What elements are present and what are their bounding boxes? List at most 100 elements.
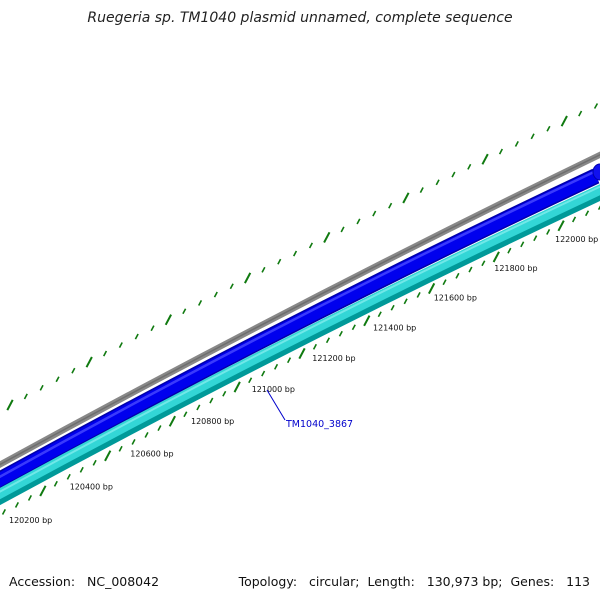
minor-tick (390, 304, 395, 311)
minor-tick (55, 376, 60, 383)
scale-label: 121000 bp (252, 385, 295, 394)
minor-tick (79, 466, 84, 473)
minor-tick (520, 241, 525, 248)
minor-tick (388, 202, 393, 209)
major-tick (233, 381, 241, 393)
accession-value: NC_008042 (87, 574, 160, 589)
gene-label-tm1040-3867[interactable]: TM1040_3867 (285, 419, 353, 430)
major-tick (244, 272, 252, 284)
minor-tick (196, 404, 201, 411)
scale-label: 121600 bp (434, 294, 477, 303)
minor-tick (197, 300, 203, 306)
scale-label: 121200 bp (312, 354, 355, 363)
scale-label: 121800 bp (494, 264, 537, 273)
major-tick (39, 485, 47, 497)
minor-tick (340, 226, 345, 233)
minor-tick (248, 377, 253, 384)
minor-tick (403, 298, 408, 305)
minor-tick (157, 425, 162, 431)
minor-tick (53, 480, 58, 487)
major-tick (481, 153, 489, 165)
minor-tick (546, 229, 551, 235)
forward-strand-track[interactable] (0, 168, 600, 489)
minor-tick (356, 218, 361, 225)
minor-tick (27, 495, 33, 501)
minor-tick (209, 397, 214, 404)
scale-label: 120400 bp (70, 483, 113, 492)
minor-tick (23, 393, 28, 400)
minor-tick (292, 250, 298, 257)
minor-tick (286, 357, 292, 364)
outer-tick-marks (6, 103, 599, 411)
minor-tick (92, 459, 97, 466)
accession-info: Accession: NC_008042 (9, 574, 159, 589)
minor-tick (39, 384, 44, 391)
major-tick (428, 282, 436, 295)
gene-annotation[interactable]: TM1040_3867 (266, 389, 353, 430)
minor-tick (507, 247, 512, 254)
minor-tick (273, 363, 279, 370)
genes-label: Genes: (510, 574, 555, 589)
major-tick (164, 314, 172, 326)
minor-tick (308, 242, 314, 249)
minor-tick (312, 343, 318, 350)
minor-tick (584, 210, 590, 217)
reverse-strand-track[interactable] (0, 182, 600, 506)
major-tick (104, 450, 112, 462)
minor-tick (481, 260, 486, 267)
length-value: 130,973 bp (426, 574, 499, 589)
gene-leader-line (266, 389, 286, 421)
minor-tick (102, 350, 108, 357)
minor-tick (277, 258, 282, 265)
minor-tick (498, 148, 504, 155)
minor-tick (451, 171, 456, 178)
minor-tick (338, 330, 343, 337)
length-label: Length: (367, 574, 415, 589)
minor-tick (213, 291, 218, 298)
minor-tick (468, 266, 473, 273)
minor-tick (66, 473, 71, 480)
accession-label: Accession: (9, 574, 76, 589)
minor-tick (261, 370, 266, 377)
minor-tick (530, 133, 535, 140)
minor-tick (118, 445, 123, 452)
scale-label: 120200 bp (9, 516, 52, 525)
sequence-summary: Topology: circular; Length: 130,973 bp; … (238, 574, 590, 589)
minor-tick (182, 308, 187, 315)
topology-value: circular (309, 574, 356, 589)
minor-tick (442, 279, 447, 286)
scale-label: 122000 bp (555, 235, 598, 244)
major-tick (560, 115, 568, 127)
major-tick (85, 356, 93, 368)
minor-tick (229, 283, 234, 290)
minor-tick (1, 509, 7, 515)
page-title: Ruegeria sp. TM1040 plasmid unnamed, com… (87, 10, 513, 26)
topology-label: Topology: (238, 574, 298, 589)
major-tick (402, 192, 410, 204)
minor-tick (14, 502, 20, 508)
minor-tick (372, 210, 377, 217)
minor-tick (435, 179, 440, 186)
minor-tick (533, 235, 538, 242)
major-tick (168, 415, 176, 427)
scale-label: 121400 bp (373, 324, 416, 333)
minor-tick (131, 439, 136, 445)
minor-tick (416, 292, 421, 298)
major-tick (492, 251, 500, 263)
minor-tick (183, 411, 188, 418)
major-tick (557, 220, 565, 232)
minor-tick (261, 266, 266, 273)
scale-label: 120600 bp (130, 450, 173, 459)
major-tick (323, 231, 331, 243)
major-tick (6, 399, 14, 411)
minor-tick (377, 311, 382, 318)
major-tick (298, 347, 306, 360)
minor-tick (546, 125, 551, 132)
minor-tick (571, 216, 577, 223)
minor-tick (150, 325, 155, 332)
forward-gene-arrow-icon[interactable] (592, 163, 600, 181)
minor-tick (419, 187, 424, 193)
minor-tick (222, 390, 227, 397)
genes-value: 113 (566, 574, 590, 589)
